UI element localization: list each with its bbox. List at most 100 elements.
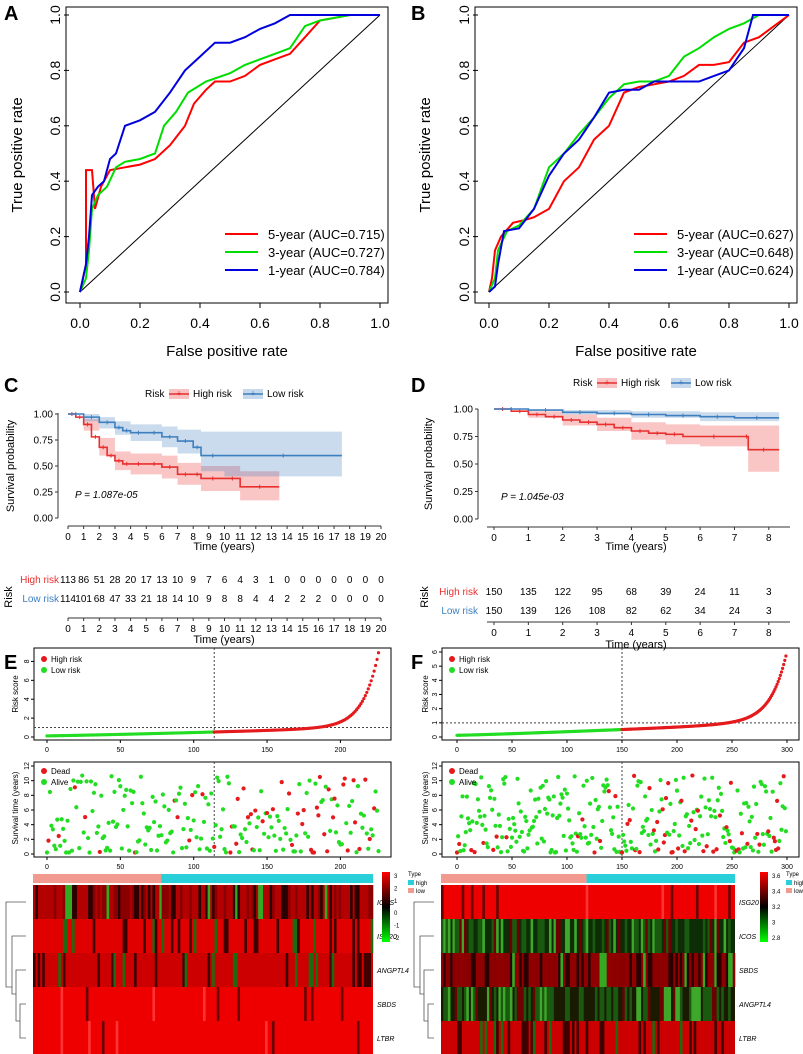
alive-point — [195, 784, 201, 789]
alive-point — [566, 806, 571, 811]
heatmap-cell — [484, 953, 488, 987]
heatmap-cell — [668, 919, 671, 953]
alive-point — [737, 850, 742, 855]
x-tick-label: 0.2 — [130, 315, 150, 331]
alive-point — [262, 831, 267, 836]
heatmap-cell — [482, 919, 485, 953]
alive-point — [611, 815, 616, 820]
heatmap-cell — [90, 885, 94, 919]
alive-point — [364, 831, 369, 836]
risk-count: 0 — [378, 594, 384, 605]
heatmap-cell — [503, 953, 506, 987]
heatmap-cell — [679, 1021, 683, 1054]
alive-point — [556, 774, 561, 780]
dead-point — [363, 777, 368, 782]
heatmap-cell — [329, 885, 332, 919]
alive-point — [688, 840, 693, 846]
censor-mark — [136, 430, 141, 435]
heatmap-cell — [237, 987, 241, 1021]
heatmap-cell — [134, 953, 137, 987]
heatmap-row-bg — [33, 919, 373, 953]
y-tick-label: 4 — [432, 678, 439, 682]
confidence-band-low-risk — [68, 414, 342, 477]
x-tick-label: 0.4 — [599, 315, 619, 331]
dead-point — [619, 850, 625, 855]
gene-label: SBDS — [739, 968, 758, 975]
alive-point — [531, 818, 537, 824]
dead-point — [200, 792, 205, 797]
heatmap-cell — [604, 953, 607, 987]
heatmap-cell — [535, 987, 538, 1021]
dead-point — [270, 807, 276, 812]
x-tick-label: 13 — [266, 532, 278, 543]
alive-point — [369, 827, 374, 832]
dead-point — [775, 798, 780, 803]
alive-point — [463, 829, 468, 835]
alive-point — [720, 808, 725, 813]
x-tick-label: 100 — [188, 747, 200, 754]
heatmap-cell — [668, 987, 671, 1021]
heatmap-cell — [548, 987, 552, 1021]
x-tick-label: 50 — [116, 864, 124, 871]
censor-mark — [543, 408, 548, 413]
alive-point — [658, 777, 663, 783]
heatmap-cell — [509, 919, 513, 953]
scale-tick-label: 3.4 — [772, 890, 781, 896]
heatmap-cell — [624, 987, 628, 1021]
alive-point — [483, 827, 488, 832]
type-bar-low — [441, 874, 587, 883]
panel-letter-f: F — [411, 652, 423, 674]
heatmap-cell — [122, 919, 126, 953]
risk-count: 3 — [253, 575, 259, 586]
dead-point — [494, 834, 499, 839]
legend-label: high — [794, 881, 803, 887]
dead-point — [264, 810, 270, 816]
risk-count: 114 — [60, 594, 76, 605]
heatmap-cell — [537, 919, 541, 953]
heatmap-cell — [276, 919, 280, 953]
y-tick-label: 4 — [432, 823, 439, 827]
dead-point — [701, 849, 706, 854]
risk-count: 126 — [554, 606, 571, 617]
alive-point — [564, 791, 570, 796]
roc-curve-1-year — [79, 14, 380, 293]
risk-count: 20 — [125, 575, 137, 586]
risk-table-xlabel: Time (years) — [605, 639, 666, 651]
alive-point — [257, 848, 262, 853]
risk-count: 47 — [109, 594, 121, 605]
legend-dot — [41, 667, 47, 673]
alive-point — [107, 848, 113, 853]
alive-point — [119, 846, 124, 851]
dead-point — [253, 808, 258, 813]
censor-mark — [73, 412, 78, 416]
alive-point — [281, 847, 286, 852]
heatmap-cell — [283, 885, 287, 919]
legend-label: 3-year (AUC=0.648) — [677, 245, 794, 260]
alive-point — [480, 822, 485, 827]
heatmap-cell — [682, 953, 685, 987]
alive-point — [744, 801, 749, 806]
risk-count: 1 — [269, 575, 275, 586]
panel-d-km: D Risk + High risk + Low risk Survival proba… — [411, 375, 790, 651]
heatmap-cell — [583, 919, 587, 953]
alive-point — [151, 819, 157, 825]
alive-point — [335, 803, 340, 808]
heatmap-cell — [496, 1021, 499, 1054]
alive-point — [370, 833, 375, 838]
heatmap-cell — [244, 919, 247, 953]
alive-point — [333, 830, 339, 835]
x-tick-label: 20 — [375, 532, 387, 543]
heatmap-cell — [118, 885, 121, 919]
dead-point — [330, 815, 336, 820]
risk-count: 122 — [554, 587, 571, 598]
alive-point — [94, 830, 99, 836]
heatmap-cell — [666, 919, 669, 953]
legend-dot — [449, 768, 455, 774]
alive-point — [525, 846, 530, 851]
heatmap-cell — [592, 919, 596, 953]
x-tick-label: 150 — [616, 747, 628, 754]
heatmap-cell — [180, 885, 183, 919]
heatmap-cell — [645, 919, 649, 953]
heatmap-cell — [352, 953, 355, 987]
heatmap-cell — [558, 919, 561, 953]
